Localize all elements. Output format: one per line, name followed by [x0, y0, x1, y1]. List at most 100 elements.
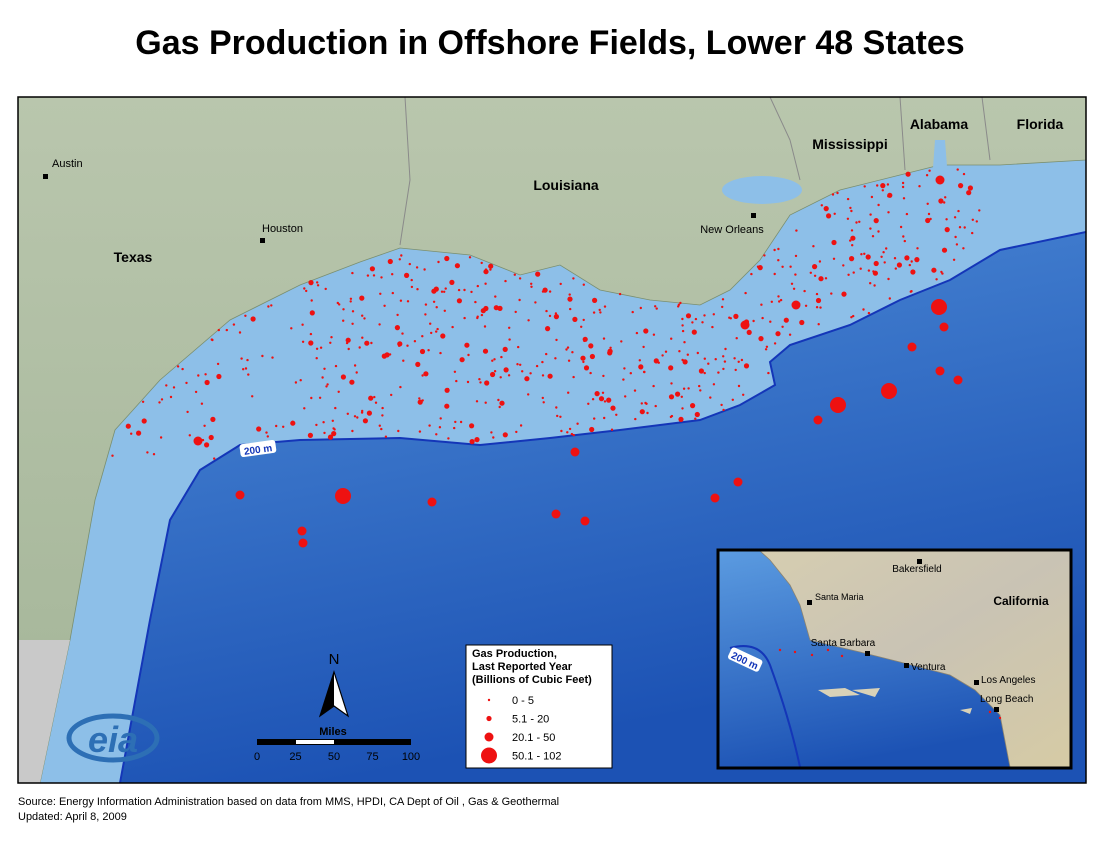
inset-map: California Bakersfield Santa Maria Santa…	[716, 548, 1073, 770]
field-marker	[881, 383, 897, 399]
field-marker	[346, 412, 349, 415]
field-marker	[362, 418, 368, 424]
field-marker	[775, 331, 781, 337]
field-marker	[553, 314, 560, 320]
field-marker	[193, 436, 203, 446]
field-marker	[928, 169, 931, 172]
state-border	[981, 97, 991, 161]
field-marker	[444, 403, 450, 409]
field-marker	[534, 301, 537, 304]
field-marker	[899, 225, 903, 229]
field-marker	[815, 297, 822, 304]
field-marker	[910, 290, 913, 293]
field-marker	[931, 267, 937, 273]
field-marker	[169, 395, 173, 399]
field-marker	[513, 273, 516, 276]
field-marker	[777, 295, 780, 298]
field-marker	[516, 363, 519, 366]
field-marker	[334, 406, 337, 410]
field-marker	[282, 425, 285, 428]
field-marker	[447, 437, 450, 440]
field-marker	[361, 336, 364, 339]
field-marker	[594, 391, 600, 397]
field-marker	[740, 320, 750, 330]
eia-logo: eia	[66, 713, 160, 763]
field-marker	[773, 272, 776, 276]
field-marker	[576, 422, 579, 425]
field-marker	[542, 401, 545, 404]
field-marker	[415, 266, 419, 269]
field-marker	[938, 198, 944, 204]
field-marker	[569, 307, 572, 311]
field-marker	[733, 357, 736, 360]
field-marker	[355, 371, 358, 374]
field-marker	[910, 260, 913, 263]
field-marker	[369, 266, 375, 272]
field-marker	[270, 304, 273, 307]
city-marker	[260, 238, 265, 243]
field-marker	[865, 254, 871, 260]
field-marker	[428, 424, 431, 427]
field-marker	[795, 229, 798, 232]
field-marker	[399, 299, 403, 302]
field-marker	[669, 415, 673, 419]
field-marker	[482, 348, 489, 354]
field-marker	[410, 285, 414, 289]
field-marker	[246, 358, 249, 362]
field-marker	[830, 292, 833, 295]
field-marker	[794, 273, 797, 276]
field-marker	[588, 343, 594, 349]
field-marker	[910, 269, 916, 275]
field-marker	[181, 367, 184, 371]
field-marker	[204, 379, 210, 386]
field-marker	[349, 297, 353, 300]
field-marker	[852, 271, 855, 274]
field-marker	[639, 306, 642, 310]
field-marker	[777, 259, 780, 262]
field-marker	[840, 654, 844, 658]
field-marker	[570, 447, 580, 457]
field-marker	[208, 434, 214, 441]
field-marker	[291, 420, 294, 423]
field-marker	[698, 384, 701, 388]
field-marker	[944, 196, 947, 199]
legend-symbol	[481, 747, 497, 764]
field-marker	[275, 424, 278, 428]
mexico-land	[18, 640, 70, 783]
field-marker	[957, 209, 960, 213]
field-marker	[582, 336, 588, 342]
field-marker	[358, 346, 361, 349]
field-marker	[329, 341, 332, 344]
field-marker	[514, 310, 517, 314]
field-marker	[551, 509, 561, 519]
contour-200m	[119, 231, 1086, 783]
field-marker	[998, 716, 1002, 720]
field-marker	[430, 331, 433, 335]
field-marker	[618, 292, 622, 296]
field-marker	[265, 431, 268, 434]
field-marker	[424, 303, 428, 306]
field-marker	[824, 277, 828, 280]
field-marker	[404, 272, 410, 278]
field-marker	[559, 282, 562, 286]
field-marker	[836, 191, 839, 195]
field-marker	[859, 267, 862, 270]
field-marker	[203, 424, 206, 427]
field-marker	[319, 346, 323, 349]
field-marker	[886, 183, 890, 186]
city-marker	[994, 707, 999, 712]
field-marker	[877, 230, 880, 233]
field-marker	[582, 360, 585, 364]
field-marker	[517, 345, 520, 349]
updated-note: Updated: April 8, 2009	[18, 811, 127, 823]
field-marker	[530, 282, 533, 285]
field-marker	[817, 323, 820, 326]
field-marker	[499, 400, 505, 406]
field-marker	[792, 287, 796, 290]
field-marker	[398, 258, 401, 261]
field-marker	[598, 396, 605, 402]
field-marker	[475, 400, 479, 403]
field-marker	[952, 258, 956, 261]
legend-label: 5.1 - 20	[512, 714, 549, 726]
field-marker	[440, 290, 444, 293]
